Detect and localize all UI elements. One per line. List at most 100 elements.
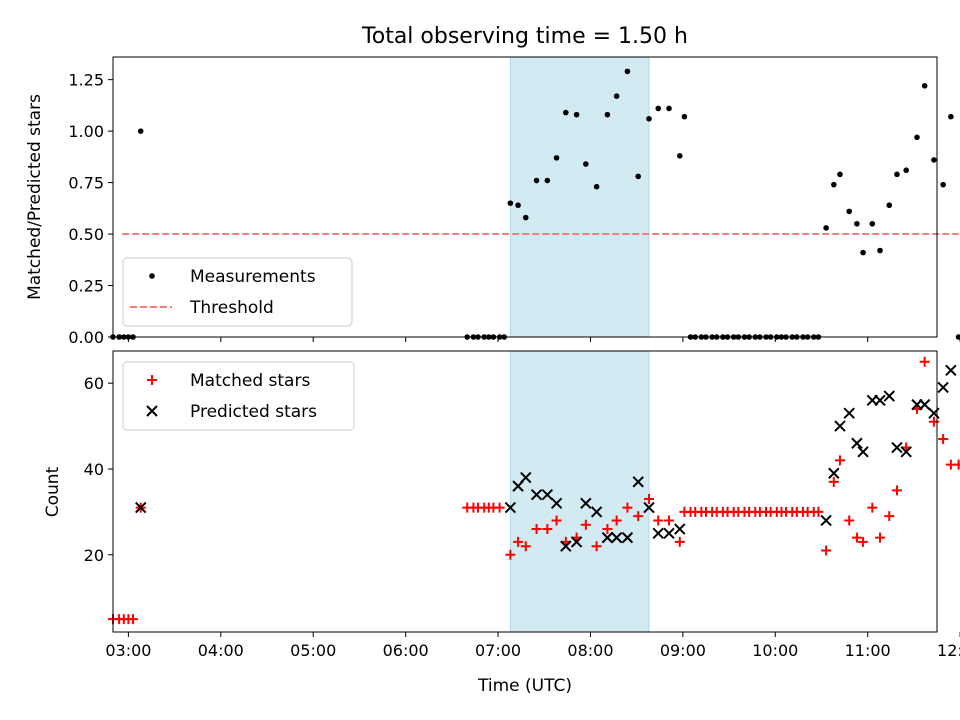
matched-star-point [851,532,862,543]
x-tick-label: 08:00 [567,641,613,660]
x-tick-label: 04:00 [198,641,244,660]
measurement-point [635,173,642,180]
matched-star-point [821,545,832,556]
predicted-star-point [663,527,675,540]
predicted-star-point [937,381,949,394]
matched-star-point [520,541,531,552]
measurement-point [544,177,551,184]
predicted-star-point [945,364,957,377]
x-tick-label: 07:00 [475,641,521,660]
matched-star-point [551,515,562,526]
measurement-point [869,220,876,227]
matched-star-point [858,536,869,547]
predicted-star-point [828,467,840,479]
x-axis-label: Time (UTC) [477,676,572,696]
measurement-point [886,202,893,209]
measurement-point [515,202,521,209]
measurement-point [931,157,937,163]
predicted-star-point [560,540,572,552]
top-y-tick-label: 0.00 [68,328,104,347]
bottom-y-axis-label: Count [43,466,63,517]
matched-star-point [875,532,886,543]
predicted-star-point [135,501,147,514]
x-tick-label: 11:00 [845,641,891,660]
top-y-axis-label: Matched/Predicted stars [25,94,45,300]
legend-label: Predicted stars [190,402,317,422]
matched-star-point [653,515,664,526]
x-tick-label: 12:00 [937,641,960,660]
matched-star-point [834,455,845,466]
predicted-star-point [851,437,863,449]
matched-star-point [919,356,930,367]
top-legend-box [122,257,353,327]
measurement-point [860,249,866,256]
predicted-star-point [601,531,614,544]
matched-star-point [580,519,591,530]
top-panel: 0.00 0.25 0.50 0.75 1.00 1.25 Measurements Thre… [68,56,960,347]
matched-star-point [828,476,839,487]
matched-star-point [622,502,633,513]
predicted-star-point [621,531,634,544]
matched-star-point [531,524,542,535]
matched-star-point [891,485,902,496]
top-y-tick-label: 0.75 [68,174,104,193]
measurement-point [604,111,611,118]
matched-star-point [664,515,675,526]
legend-marker-measurements [149,273,155,279]
measurement-point [823,225,829,231]
matched-star-point [674,536,685,547]
x-tick-label: 05:00 [290,641,336,660]
measurement-point [646,115,652,122]
predicted-star-point [504,501,517,514]
measurement-point [137,128,144,134]
measurement-point [940,181,946,188]
top-y-tick-label: 0.25 [68,277,104,296]
matched-star-point [505,549,516,560]
predicted-star-point [580,497,592,510]
measurement-point [583,161,589,167]
measurement-point [676,153,683,159]
predicted-star-point [918,398,931,411]
measurement-point [903,167,909,174]
predicted-star-point [883,390,895,402]
measurement-point [613,93,620,99]
measurement-point [553,155,560,161]
measurement-point [573,111,580,118]
predicted-star-point [590,506,603,518]
predicted-star-point [643,501,655,514]
matched-star-point [128,614,139,625]
legend-label: Measurements [190,267,316,287]
measurement-point [948,113,954,120]
measurement-point [921,83,928,89]
top-y-tick-label: 1.00 [68,122,104,141]
predicted-star-point [843,407,855,419]
predicted-star-point [652,527,664,540]
predicted-star-point [520,471,532,484]
measurement-point [666,105,672,112]
bottom-observing-span [509,350,650,633]
predicted-star-point [874,394,886,407]
measurement-point [854,220,860,227]
x-tick-label: 10:00 [752,641,798,660]
bottom-panel: 03:00 04:00 05:00 06:00 07:00 08:00 09:00 10:00… [84,350,960,660]
measurement-point [533,177,540,184]
predicted-star-point [610,531,623,544]
measurement-point [955,334,960,340]
measurement-point [624,68,631,75]
matched-star-point [494,502,505,513]
measurement-point [894,171,900,178]
predicted-star-point [632,476,644,488]
top-y-tick-label: 0.50 [68,225,104,244]
measurement-point [831,181,837,188]
top-observing-span [509,56,650,338]
bottom-legend-box [122,361,355,431]
legend-marker-predicted [146,405,158,417]
matched-star-point [513,536,524,547]
predicted-star-point [530,489,543,501]
measurement-point [563,109,569,116]
measurement-point [507,200,514,206]
matched-star-point [813,506,824,517]
legend-label: Matched stars [190,371,310,391]
x-tick-label: 03:00 [105,641,151,660]
